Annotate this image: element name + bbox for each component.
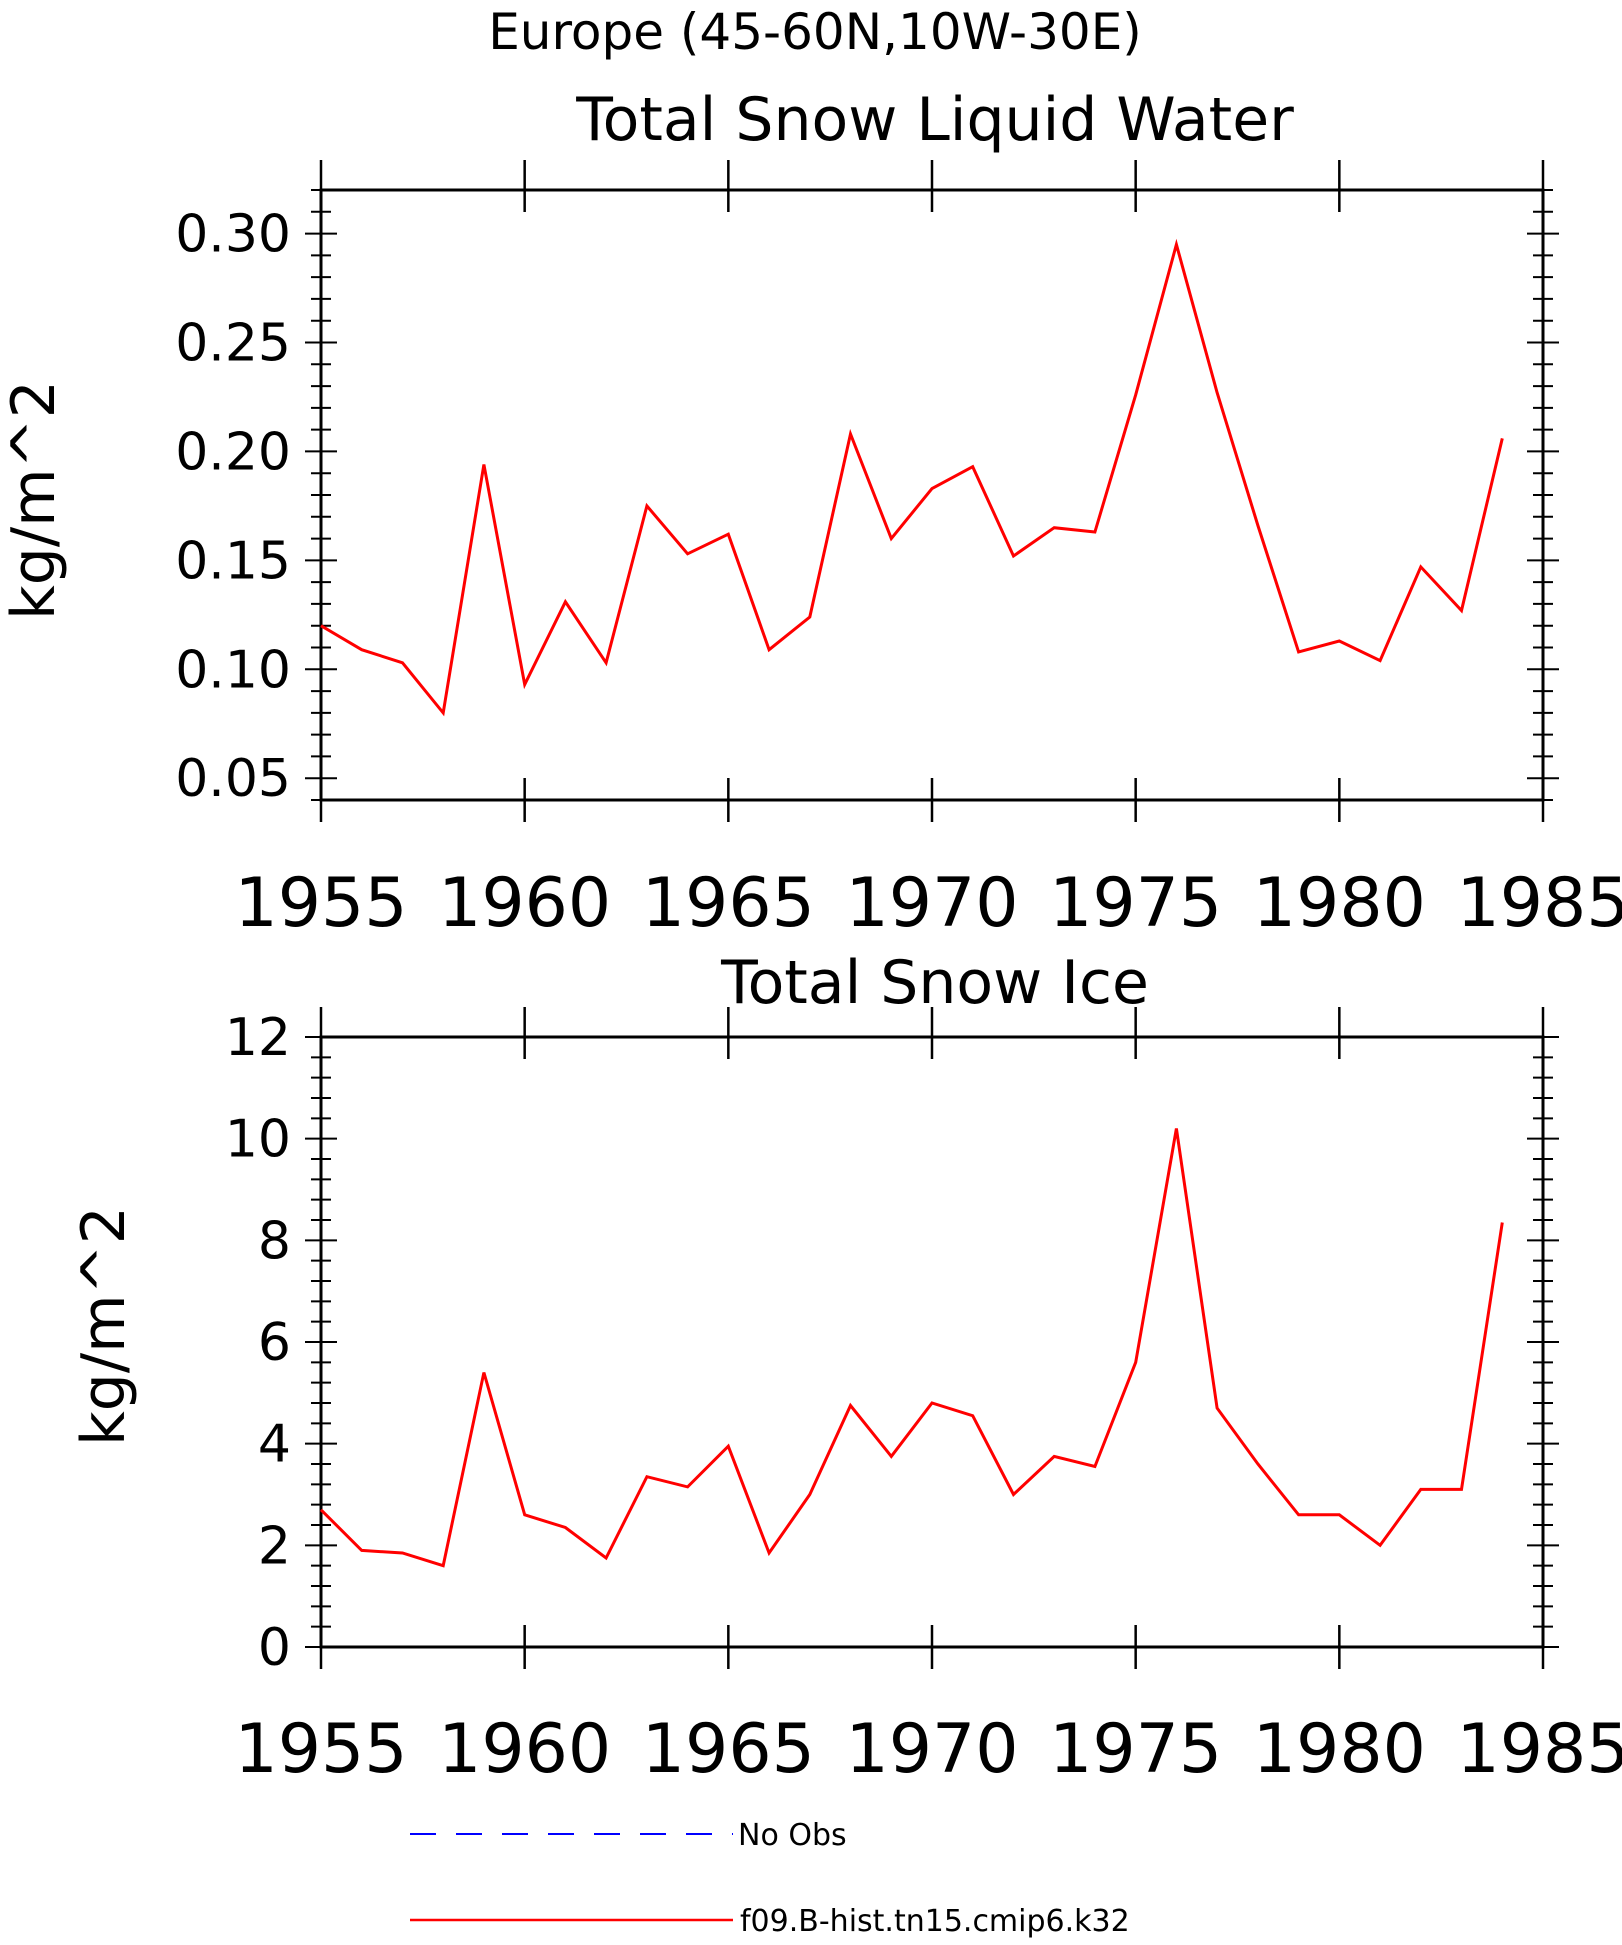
x-tick-label: 1955	[234, 864, 407, 943]
figure-title: Europe (45-60N,10W-30E)	[488, 3, 1142, 61]
legend: No Obs f09.B-hist.tn15.cmip6.k32	[410, 1818, 1130, 1939]
y-tick-label: 4	[258, 1415, 291, 1475]
x-tick-label: 1975	[1049, 1710, 1222, 1789]
panel-snow-liquid-water: Total Snow Liquid Water kg/m^2 0.050.100…	[0, 85, 1622, 943]
panel-title: Total Snow Ice	[720, 948, 1149, 1018]
y-tick-label: 6	[258, 1313, 291, 1373]
y-tick-label: 8	[258, 1211, 291, 1271]
x-tick-label: 1980	[1253, 864, 1426, 943]
x-tick-label: 1970	[845, 1710, 1018, 1789]
series-group	[320, 238, 1504, 717]
y-ticks: 0.05 0.10 0.15 0.20 0.25 0.30	[175, 189, 1559, 809]
plot-area	[319, 188, 1545, 802]
x-tick-label: 1985	[1456, 1710, 1622, 1789]
y-axis-label: kg/m^2	[69, 1206, 139, 1446]
y-tick-label: 0	[258, 1618, 291, 1678]
x-tick-label: 1975	[1049, 864, 1222, 943]
legend-label-no-obs: No Obs	[738, 1818, 847, 1853]
x-tick-label: 1965	[642, 1710, 815, 1789]
x-tick-label: 1980	[1253, 1710, 1426, 1789]
y-axis-label: kg/m^2	[0, 380, 69, 620]
x-tick-label: 1960	[438, 1710, 611, 1789]
panel-snow-ice: Total Snow Ice kg/m^2 0 2 4 6 8 10 12 1955 1960…	[69, 948, 1622, 1789]
legend-label-model: f09.B-hist.tn15.cmip6.k32	[740, 1904, 1130, 1939]
y-ticks: 0 2 4 6 8 10 12	[225, 1008, 1559, 1678]
series-group	[319, 1128, 1504, 1568]
x-tick-label: 1970	[845, 864, 1018, 943]
series-line	[319, 1128, 1504, 1568]
x-tick-label: 1955	[234, 1710, 407, 1789]
plot-area	[319, 1035, 1545, 1649]
x-tick-label: 1965	[642, 864, 815, 943]
y-tick-label: 0.10	[175, 640, 291, 700]
x-tick-label: 1985	[1456, 864, 1622, 943]
y-tick-label: 10	[225, 1110, 291, 1170]
x-ticks: 1955 1960 1965 1970 1975 1980 1985	[234, 1007, 1622, 1789]
y-tick-label: 0.30	[175, 205, 291, 265]
x-ticks: 1955 1960 1965 1970 1975 1980 1985	[234, 160, 1622, 943]
y-tick-label: 2	[258, 1516, 291, 1576]
series-line	[320, 238, 1504, 717]
panel-title: Total Snow Liquid Water	[575, 85, 1294, 155]
x-tick-label: 1960	[438, 864, 611, 943]
y-tick-label: 0.20	[175, 422, 291, 482]
y-tick-label: 12	[225, 1008, 291, 1068]
y-tick-label: 0.25	[175, 314, 291, 374]
y-tick-label: 0.05	[175, 749, 291, 809]
y-tick-label: 0.15	[175, 531, 291, 591]
